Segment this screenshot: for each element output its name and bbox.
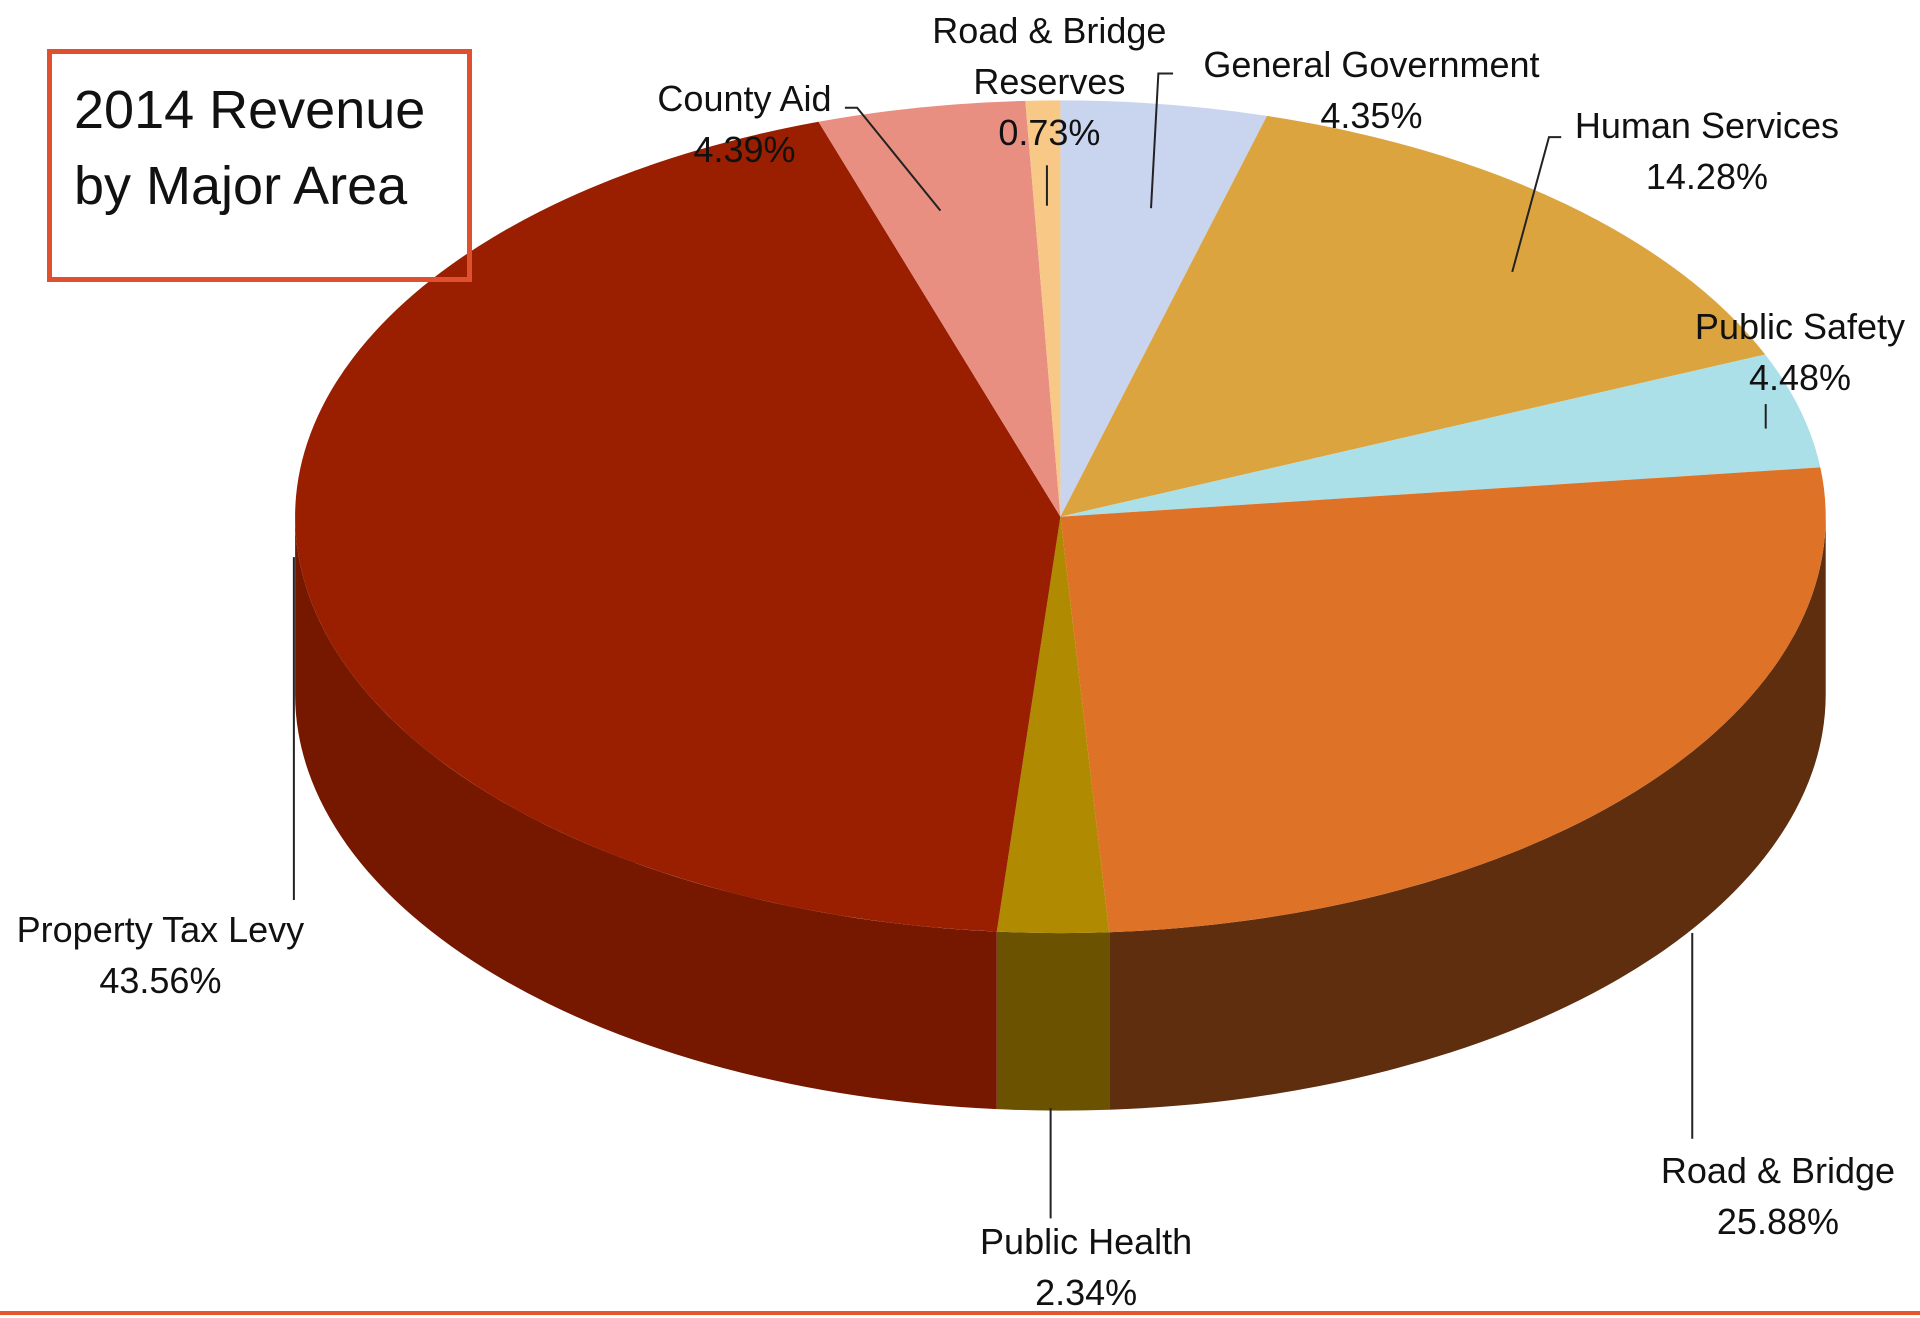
slice-side <box>1109 516 1826 1110</box>
slice-label: Human Services 14.28% <box>1523 100 1890 202</box>
slice-name: County Aid <box>657 78 832 120</box>
slice <box>1060 467 1826 933</box>
slice-name: Property Tax Levy <box>16 908 305 950</box>
slice-label: County Aid 4.39% <box>610 73 879 175</box>
slice-value: 4.39% <box>693 129 796 171</box>
slice-name: Human Services <box>1574 105 1839 147</box>
slice-name: Public Health <box>980 1220 1193 1262</box>
slice-label: Property Tax Levy 43.56% <box>0 904 356 1006</box>
slice-name: General Government <box>1203 44 1540 86</box>
slice-label: Road & Bridge Reserves 0.73% <box>909 5 1191 158</box>
slice-side <box>295 516 997 1110</box>
leader-line <box>1511 136 1562 273</box>
slice-value: 4.35% <box>1320 95 1423 137</box>
slice <box>1060 100 1267 517</box>
slice-label: Public Safety 4.48% <box>1641 301 1920 403</box>
slice-name: Road & Bridge Reserves <box>932 9 1167 102</box>
slice <box>1060 115 1766 517</box>
bottom-rule <box>0 1311 1920 1315</box>
slice <box>996 516 1110 934</box>
slice <box>818 100 1061 517</box>
slice-value: 25.88% <box>1716 1200 1840 1242</box>
chart-title: 2014 Revenue by Major Area <box>47 49 472 282</box>
slice-value: 4.48% <box>1748 357 1852 399</box>
leader-line <box>844 106 942 212</box>
slice <box>1025 100 1061 517</box>
slice-label: General Government 4.35% <box>1114 39 1628 141</box>
slice-value: 43.56% <box>99 959 222 1001</box>
slice <box>1060 354 1821 517</box>
slice-value: 14.28% <box>1645 156 1768 198</box>
slice-side <box>996 931 1110 1111</box>
slice <box>295 121 1061 932</box>
slice-label: Public Health 2.34% <box>927 1216 1245 1318</box>
leader-line <box>1150 72 1174 209</box>
slice-value: 2.34% <box>1035 1271 1138 1313</box>
slice-name: Road & Bridge <box>1660 1149 1896 1191</box>
slice-label: Road & Bridge 25.88% <box>1619 1145 1920 1247</box>
slice-value: 0.73% <box>998 111 1101 153</box>
slice-name: Public Safety <box>1694 306 1906 348</box>
